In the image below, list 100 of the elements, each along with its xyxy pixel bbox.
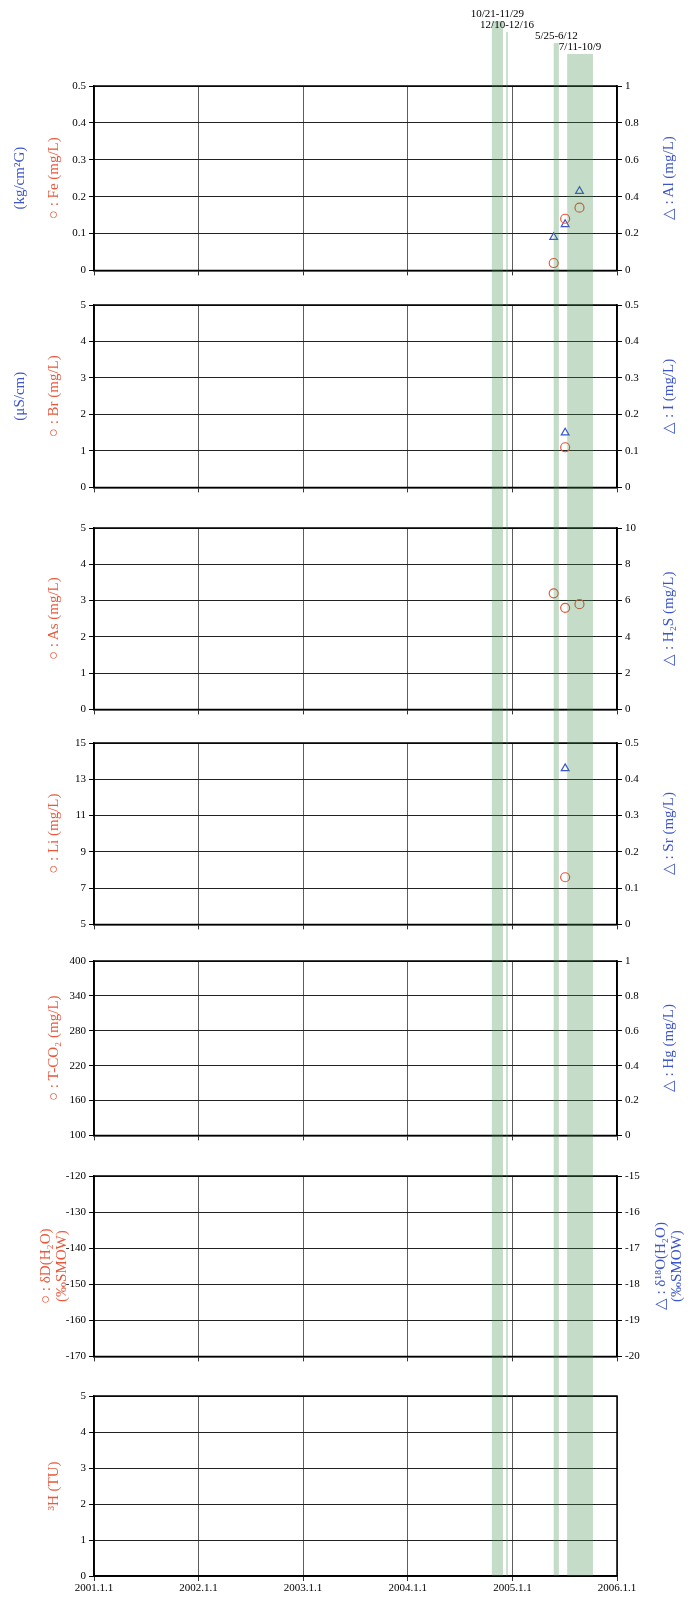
y-tick-label: -170 — [65, 1349, 87, 1362]
y2-tick-label: 0 — [625, 702, 631, 715]
y-tick-label: 0 — [80, 702, 87, 715]
point — [560, 602, 571, 613]
y-tick-label: 0.5 — [72, 78, 87, 91]
y2-tick-label: 0.4 — [625, 189, 640, 202]
text: (kg/cm²G) — [10, 146, 28, 210]
y2-axis-title: △ : δ¹⁸O(H₂O) (‰SMOW) — [651, 1222, 685, 1311]
x-tick-label: 2004.1.1 — [388, 1581, 427, 1594]
y2-tick-label: 0 — [625, 917, 631, 930]
y-axis-title: ○ : T-CO₂ (mg/L) — [44, 995, 62, 1101]
point — [560, 219, 570, 228]
point — [574, 186, 584, 194]
y-axis-title: ○ : Fe (mg/L) — [44, 137, 62, 220]
y2-tick-label: -19 — [625, 1313, 641, 1326]
y-tick-label: 0.3 — [72, 152, 87, 165]
point — [549, 232, 559, 241]
y2-tick-label: -16 — [625, 1204, 641, 1217]
y2-tick-label: 0.4 — [625, 1058, 640, 1071]
x-tick-label: 2006.1.1 — [597, 1581, 637, 1594]
y-tick-label: -120 — [65, 1168, 87, 1181]
y2-tick-label: 0.8 — [625, 115, 640, 128]
y-tick-label: 4 — [80, 334, 87, 347]
y2-tick-label: 1 — [625, 78, 631, 91]
y2-tick-label: -17 — [625, 1241, 641, 1254]
y-tick-label: -160 — [65, 1313, 87, 1326]
point — [548, 588, 559, 599]
point — [574, 599, 585, 610]
y-axis-title: ○ : Li (mg/L) — [44, 793, 62, 874]
y2-tick-label: 0.1 — [625, 881, 639, 894]
y2-tick-label: 0 — [625, 1128, 631, 1141]
y2-tick-label: 0.6 — [625, 152, 640, 165]
y-tick-label: 1 — [80, 666, 86, 679]
y2-tick-label: 10 — [625, 520, 637, 533]
y-tick-label: 0 — [80, 263, 87, 276]
y-tick-label: -130 — [65, 1204, 87, 1217]
band-label: 12/10-12/16 — [480, 18, 535, 31]
y-tick-label: 15 — [75, 735, 87, 748]
y2-tick-label: 0.2 — [625, 1093, 639, 1106]
y2-tick-label: 0.4 — [625, 772, 640, 785]
y2-tick-label: 2 — [625, 666, 631, 679]
y-tick-label: 5 — [80, 297, 87, 310]
x-tick-label: 2002.1.1 — [179, 1581, 218, 1594]
band-label: 7/11-10/9 — [558, 40, 602, 53]
y2-tick-label: -15 — [625, 1168, 641, 1181]
y2-tick-label: 6 — [625, 593, 631, 606]
y-tick-label: 0.4 — [72, 115, 87, 128]
x-tick-label: 2005.1.1 — [493, 1581, 532, 1594]
y-tick-label: 400 — [69, 953, 87, 966]
y2-tick-label: 0.2 — [625, 226, 639, 239]
y-tick-label: 3 — [80, 370, 87, 383]
y2-tick-label: 8 — [625, 557, 631, 570]
y2-tick-label: 4 — [625, 629, 631, 642]
y-tick-label: 5 — [80, 1388, 87, 1401]
y-tick-label: 220 — [69, 1058, 87, 1071]
y-tick-label: 2 — [80, 407, 86, 420]
y2-tick-label: 0.6 — [625, 1023, 640, 1036]
y2-tick-label: 0.4 — [625, 334, 640, 347]
y-axis-title: ○ : Br (mg/L) — [44, 355, 62, 438]
y2-axis-title: △ : Hg (mg/L) — [659, 1004, 677, 1093]
x-tick-label: 2003.1.1 — [283, 1581, 323, 1594]
y2-axis-title: △ : Al (mg/L) — [659, 136, 677, 221]
y-tick-label: 340 — [69, 988, 87, 1001]
y-tick-label: 13 — [75, 772, 87, 785]
y2-tick-label: 0 — [625, 480, 631, 493]
y-tick-label: 2 — [80, 629, 86, 642]
y2-axis-title: △ : H₂S (mg/L) — [659, 571, 677, 666]
y-tick-label: 100 — [69, 1128, 87, 1141]
y-tick-label: 7 — [80, 881, 87, 894]
y-tick-label: 280 — [69, 1023, 87, 1036]
y2-tick-label: 0.3 — [625, 370, 640, 383]
y-tick-label: 0.2 — [72, 189, 86, 202]
y2-tick-label: 0.2 — [625, 407, 639, 420]
y2-axis-title: △ : Sr (mg/L) — [659, 792, 677, 876]
y-tick-label: 0 — [80, 480, 87, 493]
y-tick-label: 3 — [80, 593, 87, 606]
y2-tick-label: 0 — [625, 263, 631, 276]
band-label: 5/25-6/12 — [534, 29, 578, 42]
y2-tick-label: -18 — [625, 1277, 641, 1290]
y-tick-label: 1 — [80, 443, 86, 456]
y-tick-label: 3 — [80, 1460, 87, 1473]
band-label: 10/21-11/29 — [470, 7, 525, 20]
y2-tick-label: 0.2 — [625, 844, 639, 857]
point — [560, 213, 571, 224]
y2-tick-label: 0.8 — [625, 988, 640, 1001]
y-tick-label: 160 — [69, 1093, 87, 1106]
point — [574, 202, 585, 213]
y-tick-label: 4 — [80, 557, 87, 570]
y-axis-title: ○ : As (mg/L) — [44, 577, 62, 661]
y2-tick-label: -20 — [625, 1349, 641, 1362]
y2-tick-label: 1 — [625, 953, 631, 966]
y2-tick-label: 0.5 — [625, 297, 640, 310]
y-tick-label: 11 — [75, 808, 86, 821]
y-tick-label: 4 — [80, 1424, 87, 1437]
y-tick-label: 1 — [80, 1532, 86, 1545]
y-tick-label: 9 — [80, 844, 87, 857]
y-tick-label: 5 — [80, 520, 87, 533]
y-axis-title: ³H (TU) — [44, 1461, 62, 1511]
y2-tick-label: 0.5 — [625, 735, 640, 748]
text: (μS/cm) — [10, 371, 28, 421]
